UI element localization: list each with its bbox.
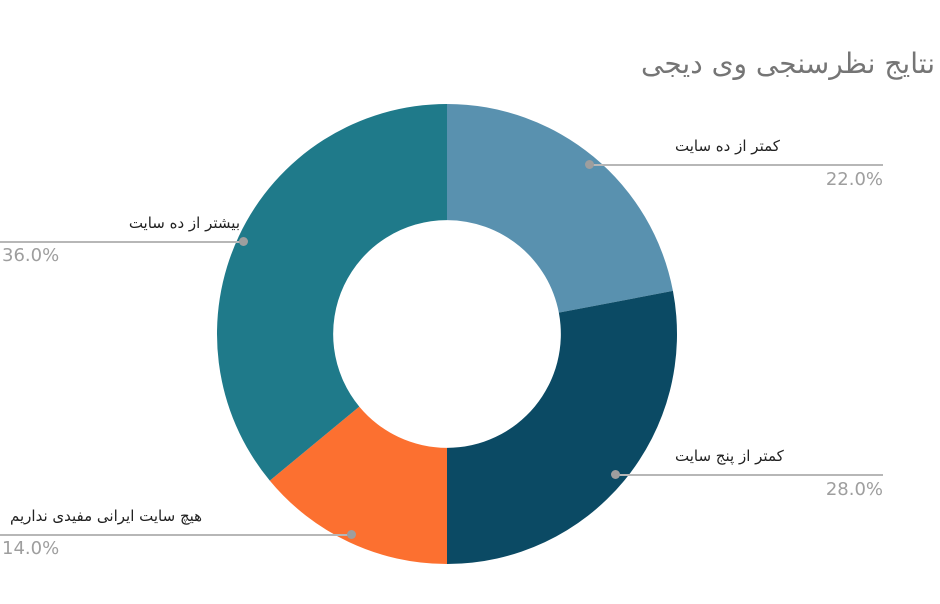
slice-label-less-than-ten-sites: کمتر از ده سایت bbox=[675, 137, 780, 155]
callout-dot bbox=[585, 160, 594, 169]
callout-dot bbox=[611, 470, 620, 479]
callout-line bbox=[0, 241, 243, 243]
donut-slice-2 bbox=[269, 406, 447, 564]
slice-percent-no-useful-iranian-site: 14.0% bbox=[2, 538, 60, 559]
donut-slice-3 bbox=[216, 104, 447, 481]
donut-slice-1 bbox=[447, 290, 678, 564]
slice-percent-more-than-ten-sites: 36.0% bbox=[2, 245, 60, 266]
chart-title: نتایج نظرسنجی وی دیجی bbox=[641, 47, 935, 80]
slice-label-more-than-ten-sites: بیشتر از ده سایت bbox=[128, 214, 240, 232]
callout-dot bbox=[347, 530, 356, 539]
slice-label-less-than-five-sites: کمتر از پنج سایت bbox=[675, 447, 784, 465]
callout-line bbox=[615, 474, 883, 476]
slice-percent-less-than-ten-sites: 22.0% bbox=[825, 169, 883, 190]
slice-percent-less-than-five-sites: 28.0% bbox=[825, 479, 883, 500]
slice-label-no-useful-iranian-site: هیچ سایت ایرانی مفیدی نداریم bbox=[10, 507, 203, 525]
callout-dot bbox=[239, 237, 248, 246]
callout-line bbox=[589, 164, 883, 166]
donut-slice-0 bbox=[447, 104, 673, 313]
callout-line bbox=[0, 534, 351, 536]
